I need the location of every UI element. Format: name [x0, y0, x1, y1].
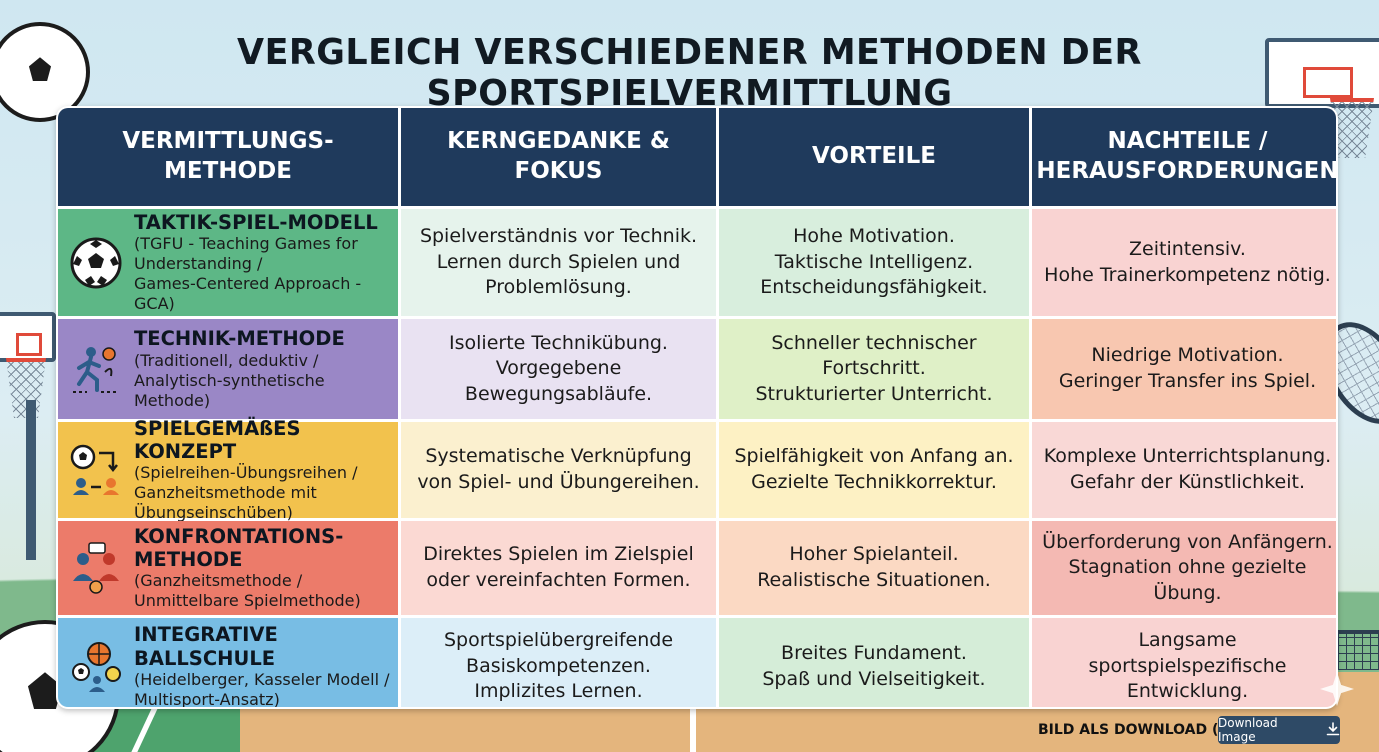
method-name: KONFRONTATIONS-METHODE — [134, 524, 344, 571]
court-line — [690, 672, 696, 752]
focus-cell: Sportspielübergreifende Basiskompetenzen… — [401, 618, 716, 707]
focus-cell: Direktes Spielen im Zielspiel oder verei… — [401, 521, 716, 615]
header-cons: NACHTEILE / HERAUSFORDERUNGEN — [1032, 108, 1336, 206]
method-cell: INTEGRATIVE BALLSCHULE (Heidelberger, Ka… — [58, 618, 398, 707]
download-image-button[interactable]: Download Image — [1218, 716, 1340, 744]
method-description: (Spielreihen-Übungsreihen / Ganzheitsmet… — [134, 463, 358, 523]
player-drill-icon — [68, 341, 124, 397]
header-method: VERMITTLUNGS- METHODE — [58, 108, 398, 206]
method-name: SPIELGEMÄßES KONZEPT — [134, 416, 301, 463]
focus-cell: Isolierte Technikübung. Vorgegebene Bewe… — [401, 319, 716, 419]
pros-cell: Schneller technischer Fortschritt. Struk… — [719, 319, 1029, 419]
soccer-ball-decoration-icon — [0, 22, 90, 122]
method-description: (Traditionell, deduktiv / Analytisch-syn… — [134, 350, 325, 410]
multi-ball-icon — [68, 639, 124, 695]
page-title: VERGLEICH VERSCHIEDENER METHODEN DER SPO… — [237, 32, 1142, 114]
soccer-ball-icon — [68, 235, 124, 291]
pros-cell: Breites Fundament. Spaß und Vielseitigke… — [719, 618, 1029, 707]
cons-cell: Überforderung von Anfängern. Stagnation … — [1032, 521, 1336, 615]
method-cell: KONFRONTATIONS-METHODE (Ganzheitsmethode… — [58, 521, 398, 615]
method-description: (Ganzheitsmethode / Unmittelbare Spielme… — [134, 571, 361, 611]
header-focus: KERNGEDANKE & FOKUS — [401, 108, 716, 206]
download-icon — [1326, 721, 1340, 739]
download-label: BILD ALS DOWNLOAD (DL) — [1038, 722, 1246, 738]
cons-cell: Langsame sportspielspezifische Entwicklu… — [1032, 618, 1336, 707]
method-name: TECHNIK-METHODE — [134, 327, 345, 351]
method-description: (TGFU - Teaching Games for Understanding… — [134, 234, 362, 314]
header-pros: VORTEILE — [719, 108, 1029, 206]
method-cell: SPIELGEMÄßES KONZEPT (Spielreihen-Übungs… — [58, 417, 398, 522]
download-button-label: Download Image — [1218, 716, 1278, 744]
basketball-board-icon — [0, 312, 56, 362]
confrontation-icon — [68, 540, 124, 596]
method-cell: TECHNIK-METHODE (Traditionell, deduktiv … — [58, 319, 398, 419]
cons-cell: Komplexe Unterrichtsplanung. Gefahr der … — [1032, 422, 1336, 518]
basketball-pole — [26, 400, 36, 560]
pros-cell: Hohe Motivation. Taktische Intelligenz. … — [719, 209, 1029, 316]
cons-cell: Zeitintensiv. Hohe Trainerkompetenz nöti… — [1032, 209, 1336, 316]
pros-cell: Hoher Spielanteil. Realistische Situatio… — [719, 521, 1029, 615]
method-name: INTEGRATIVE BALLSCHULE — [134, 623, 278, 670]
method-cell: TAKTIK-SPIEL-MODELL (TGFU - Teaching Gam… — [58, 209, 398, 316]
focus-cell: Spielverständnis vor Technik. Lernen dur… — [401, 209, 716, 316]
pros-cell: Spielfähigkeit von Anfang an. Gezielte T… — [719, 422, 1029, 518]
method-description: (Heidelberger, Kasseler Modell / Multisp… — [134, 669, 390, 707]
comparison-table: VERMITTLUNGS- METHODE KERNGEDANKE & FOKU… — [56, 106, 1338, 709]
method-name: TAKTIK-SPIEL-MODELL — [134, 210, 378, 234]
cons-cell: Niedrige Motivation. Geringer Transfer i… — [1032, 319, 1336, 419]
game-cycle-icon — [68, 442, 124, 498]
focus-cell: Systematische Verknüpfung von Spiel- und… — [401, 422, 716, 518]
